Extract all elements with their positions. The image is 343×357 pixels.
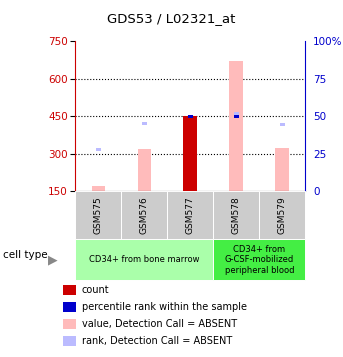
Bar [234, 112, 239, 115]
Text: GSM576: GSM576 [140, 196, 149, 234]
Text: CD34+ from
G-CSF-mobilized
peripheral blood: CD34+ from G-CSF-mobilized peripheral bl… [225, 245, 294, 275]
Bar [234, 115, 239, 117]
Bar [142, 122, 147, 125]
Bar [275, 148, 289, 191]
Text: GSM577: GSM577 [186, 196, 195, 234]
Text: percentile rank within the sample: percentile rank within the sample [82, 302, 247, 312]
Text: count: count [82, 285, 109, 295]
Bar [138, 149, 151, 191]
Text: GDS53 / L02321_at: GDS53 / L02321_at [107, 12, 236, 25]
Bar [96, 147, 101, 151]
Text: GSM575: GSM575 [94, 196, 103, 234]
Bar [92, 186, 105, 191]
Bar [280, 123, 285, 126]
Text: cell type: cell type [3, 250, 48, 261]
Text: value, Detection Call = ABSENT: value, Detection Call = ABSENT [82, 319, 237, 329]
Text: rank, Detection Call = ABSENT: rank, Detection Call = ABSENT [82, 336, 232, 346]
Text: CD34+ from bone marrow: CD34+ from bone marrow [89, 255, 200, 264]
Text: GSM579: GSM579 [278, 196, 287, 234]
Text: ▶: ▶ [48, 253, 58, 266]
Bar [229, 61, 243, 191]
Text: GSM578: GSM578 [232, 196, 241, 234]
Bar [184, 116, 197, 191]
Bar [188, 115, 193, 117]
